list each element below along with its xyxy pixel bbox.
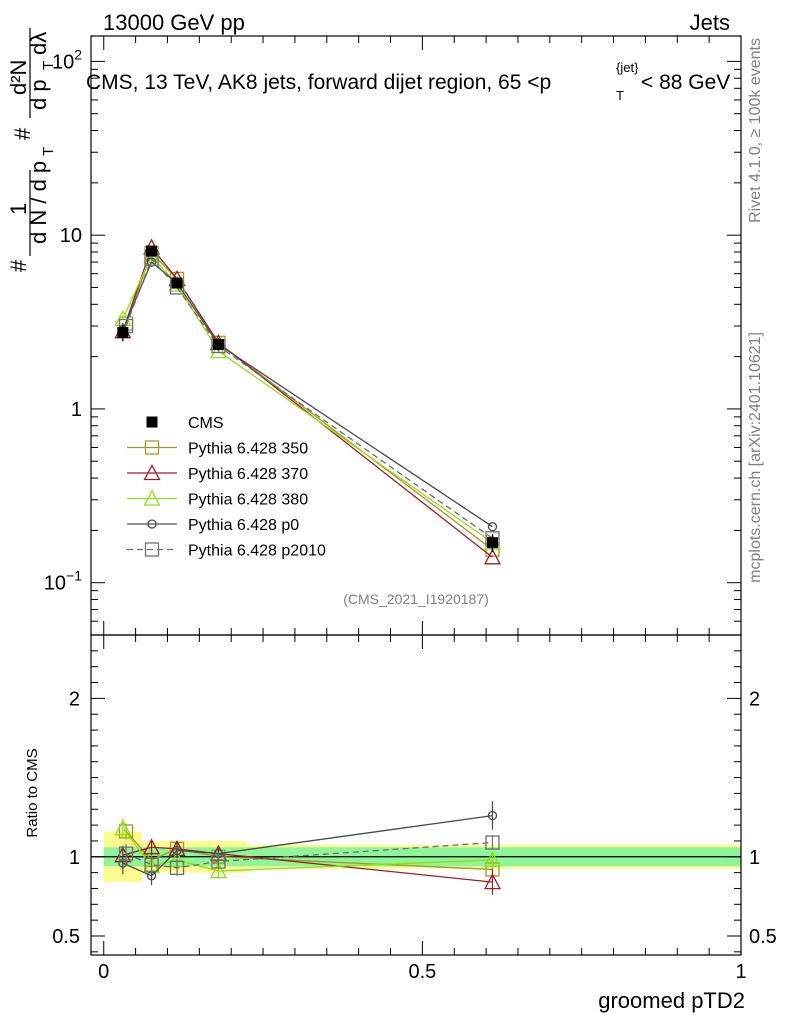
legend: CMS Pythia 6.428 350 Pythia 6.428 370 Pythi… [127, 415, 326, 560]
legend-marker [144, 440, 160, 455]
rivet-version-label: Rivet 4.1.0, ≥ 100k events [747, 38, 764, 223]
y-title-dpT: d p [26, 79, 51, 110]
series-line [122, 261, 493, 528]
y-title-d2N: d²N [6, 60, 31, 95]
plot-title: CMS, 13 TeV, AK8 jets, forward dijet reg… [86, 60, 730, 103]
ratio-marker [487, 810, 498, 821]
ratio-tick-label-right: 0.5 [749, 926, 777, 948]
y-axis-title: # 1 d N / d p T # d²N d p T dλ [6, 28, 57, 272]
cms-data [117, 245, 498, 553]
series-0 [118, 245, 500, 557]
ratio-marker [169, 860, 185, 876]
ratio-tick-label-right: 1 [749, 847, 760, 869]
analysis-watermark: (CMS_2021_I1920187) [343, 591, 489, 607]
y-tick-label: 1 [71, 399, 82, 421]
legend-label: Pythia 6.428 370 [188, 466, 308, 483]
header-category: Jets [690, 10, 730, 35]
ratio-tick-label: 0.5 [52, 926, 80, 948]
y-tick-label: 102 [52, 46, 82, 73]
ratio-marker [118, 824, 134, 839]
y-tick-label: 10−1 [44, 568, 82, 595]
cms-marker [171, 277, 183, 289]
cms-marker [486, 537, 498, 549]
header-process: 13000 GeV pp [103, 10, 245, 35]
ratio-marker [485, 835, 500, 850]
y-title-T1: T [40, 147, 57, 156]
y-title-dN: d N / d p [26, 161, 51, 244]
legend-marker [144, 542, 160, 557]
legend-label: CMS [188, 415, 224, 432]
x-tick-label: 0.5 [408, 961, 436, 983]
series-marker [487, 522, 498, 532]
ratio-marker [172, 845, 182, 856]
cms-marker [212, 338, 224, 350]
series-line [125, 251, 493, 551]
ratio-marker [144, 857, 159, 872]
plot-title-tail: < 88 GeV [641, 71, 730, 94]
y-tick-label: 10 [60, 225, 82, 247]
legend-item-2: Pythia 6.428 380 [127, 489, 308, 509]
legend-marker [143, 489, 161, 506]
y-title-hash-2: # [10, 127, 35, 140]
ratio-marker [209, 862, 228, 879]
upper-series [114, 238, 502, 565]
ratio-tick-label: 1 [69, 847, 80, 869]
legend-item-1: Pythia 6.428 370 [127, 464, 308, 483]
x-tick-label: 1 [735, 961, 746, 983]
legend-marker [147, 519, 157, 529]
cms-marker [146, 245, 158, 257]
series-line [125, 257, 493, 539]
ratio-marker [483, 851, 502, 868]
series-4 [118, 251, 500, 546]
lower-frame [90, 634, 742, 956]
ratio-tick-label: 2 [69, 688, 80, 710]
series-3 [118, 257, 498, 532]
ratio-axis-title: Ratio to CMS [24, 748, 41, 837]
legend-label: Pythia 6.428 p0 [188, 517, 299, 534]
ratio-marker [142, 838, 161, 855]
ratio-marker [118, 846, 134, 861]
cms-marker [117, 327, 129, 339]
legend-item-3: Pythia 6.428 p0 [127, 517, 299, 534]
legend-item-cms: CMS [146, 415, 224, 432]
lower-series [114, 801, 502, 895]
legend-item-0: Pythia 6.428 350 [127, 440, 308, 458]
legend-marker [143, 464, 161, 481]
ratio-series-4 [118, 835, 500, 876]
series-marker [209, 342, 228, 359]
legend-marker [146, 416, 158, 428]
y-title-dlambda: dλ [26, 32, 51, 55]
legend-label: Pythia 6.428 p2010 [188, 543, 326, 560]
x-tick-label: 0 [98, 961, 109, 983]
ratio-marker [211, 854, 226, 869]
ratio-tick-label-right: 2 [749, 688, 760, 710]
ratio-marker [114, 819, 132, 836]
ratio-marker [483, 873, 502, 890]
y-title-one: 1 [6, 203, 31, 215]
series-marker [483, 548, 502, 565]
mcplots-label: mcplots.cern.ch [arXiv:2401.10621] [747, 332, 764, 583]
legend-label: Pythia 6.428 350 [188, 441, 308, 458]
y-title-hash-1: # [6, 259, 31, 272]
plot-title-sup: {jet} [616, 60, 639, 75]
x-axis-title: groomed pTD2 [598, 988, 745, 1013]
y-title-T2: T [40, 61, 57, 70]
ratio-marker [118, 858, 128, 868]
plot-title-main: CMS, 13 TeV, AK8 jets, forward dijet reg… [86, 71, 551, 94]
legend-label: Pythia 6.428 380 [188, 492, 308, 509]
plot-title-sub: T [616, 88, 624, 103]
legend-item-4: Pythia 6.428 p2010 [127, 542, 326, 560]
